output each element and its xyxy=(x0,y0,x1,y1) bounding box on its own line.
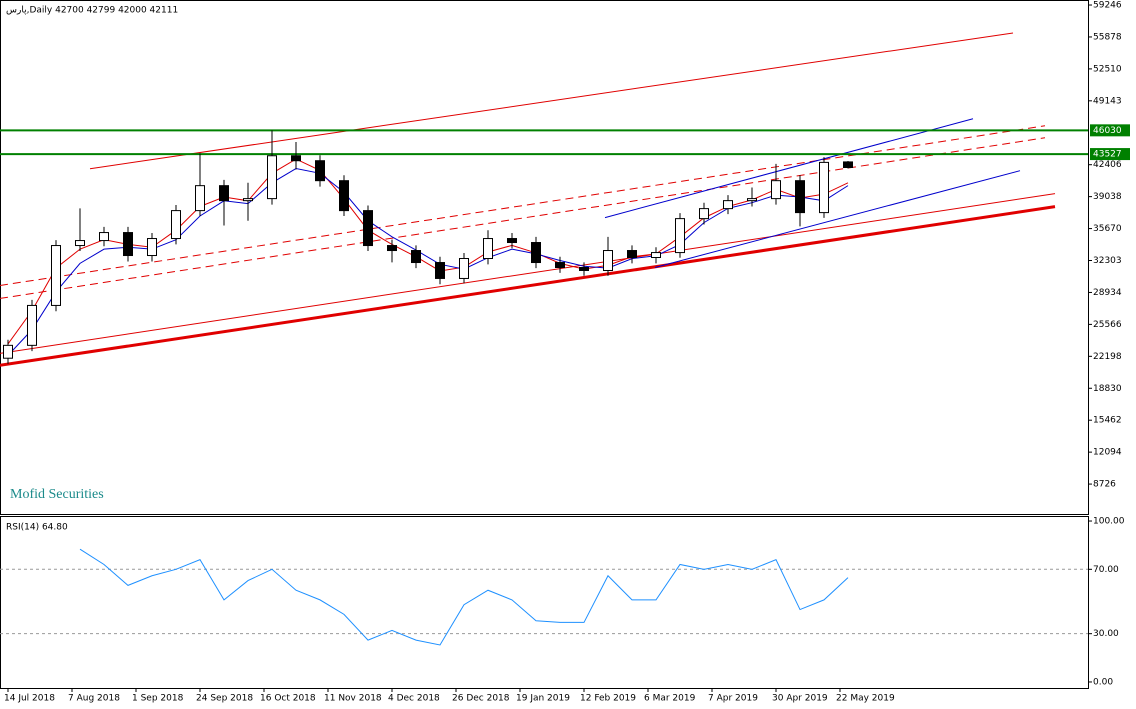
y-tick-label: 55878 xyxy=(1093,32,1122,42)
candle-body xyxy=(459,258,469,279)
y-tick-label: 8726 xyxy=(1093,480,1116,490)
x-tick-label: 24 Sep 2018 xyxy=(196,694,253,704)
candle-body xyxy=(699,208,709,220)
candle-body xyxy=(747,198,757,202)
y-tick-label: 42406 xyxy=(1093,160,1122,170)
y-tick-label: 49143 xyxy=(1093,96,1122,106)
x-tick-label: 26 Dec 2018 xyxy=(452,694,510,704)
y-tick-label: 39038 xyxy=(1093,192,1122,202)
candle-body xyxy=(291,155,301,162)
rsi-title: RSI(14) 64.80 xyxy=(6,523,68,533)
y-tick-label: 25566 xyxy=(1093,320,1122,330)
y-tick-label: 70.00 xyxy=(1093,565,1119,575)
candle-body xyxy=(627,250,637,259)
candle-body xyxy=(267,155,277,200)
candle-body xyxy=(843,161,853,169)
x-tick-label: 12 Feb 2019 xyxy=(580,694,636,704)
trend-line xyxy=(654,170,1021,268)
y-tick-label: 35670 xyxy=(1093,224,1122,234)
trend-line xyxy=(89,32,1014,170)
level-label-bg xyxy=(1090,124,1130,137)
trend-line xyxy=(604,118,974,219)
candle-body xyxy=(27,304,37,346)
candle-body xyxy=(147,238,157,257)
candle-body xyxy=(675,218,685,254)
candle-body xyxy=(75,240,85,247)
candle-body xyxy=(219,185,229,202)
candle-body xyxy=(3,344,13,359)
rsi-panel xyxy=(0,516,1089,689)
candle-body xyxy=(531,242,541,264)
x-tick-label: 7 Apr 2019 xyxy=(708,694,758,704)
y-tick-label: 12094 xyxy=(1093,448,1122,458)
y-tick-label: 22198 xyxy=(1093,352,1122,362)
candle-body xyxy=(195,185,205,212)
x-tick-label: 30 Apr 2019 xyxy=(772,694,828,704)
rsi-line xyxy=(79,548,849,646)
level-label: 43527 xyxy=(1093,150,1122,160)
watermark: Mofid Securities xyxy=(10,487,104,502)
x-tick-label: 6 Mar 2019 xyxy=(644,694,696,704)
x-tick-label: 1 Sep 2018 xyxy=(132,694,184,704)
y-tick-label: 18830 xyxy=(1093,384,1122,394)
y-tick-label: 30.00 xyxy=(1093,629,1119,639)
x-tick-label: 11 Nov 2018 xyxy=(324,694,382,704)
candle-body xyxy=(411,250,421,264)
candle-body xyxy=(387,245,397,252)
candle-body xyxy=(171,210,181,240)
candle-body xyxy=(555,262,565,269)
trend-line xyxy=(0,205,1056,367)
candle-body xyxy=(435,262,445,279)
candle-body xyxy=(723,200,733,210)
y-tick-label: 59246 xyxy=(1093,1,1122,11)
chart-title: پارس,Daily 42700 42799 42000 42111 xyxy=(6,6,178,16)
trend-line xyxy=(0,125,1046,286)
candle-body xyxy=(603,250,613,271)
candle-body xyxy=(339,180,349,212)
y-tick-label: 52510 xyxy=(1093,64,1122,74)
x-tick-label: 22 May 2019 xyxy=(836,694,895,704)
y-tick-label: 28934 xyxy=(1093,288,1122,298)
candle-body xyxy=(123,232,133,257)
candle-body xyxy=(483,238,493,260)
candle-body xyxy=(363,210,373,247)
candle-body xyxy=(819,161,829,214)
y-tick-label: 32303 xyxy=(1093,256,1122,266)
candle-body xyxy=(651,252,661,259)
candle-body xyxy=(99,232,109,242)
x-tick-label: 19 Jan 2019 xyxy=(516,694,570,704)
candle-body xyxy=(579,267,589,271)
y-tick-label: 15462 xyxy=(1093,416,1122,426)
candle-body xyxy=(507,238,517,244)
level-label-bg xyxy=(1090,148,1130,161)
candle-body xyxy=(795,180,805,214)
x-tick-label: 7 Aug 2018 xyxy=(68,694,120,704)
trend-line xyxy=(0,137,1046,299)
candle-body xyxy=(243,198,253,202)
candle-body xyxy=(51,245,61,306)
trend-line xyxy=(0,193,1056,354)
main-panel xyxy=(0,0,1089,515)
candle-body xyxy=(315,160,325,182)
x-tick-label: 16 Oct 2018 xyxy=(260,694,316,704)
y-tick-label: 100.00 xyxy=(1093,517,1125,527)
level-label: 46030 xyxy=(1093,126,1122,136)
y-tick-label: 0.00 xyxy=(1093,677,1113,687)
x-tick-label: 4 Dec 2018 xyxy=(388,694,440,704)
x-tick-label: 14 Jul 2018 xyxy=(4,694,55,704)
candle-body xyxy=(771,180,781,200)
